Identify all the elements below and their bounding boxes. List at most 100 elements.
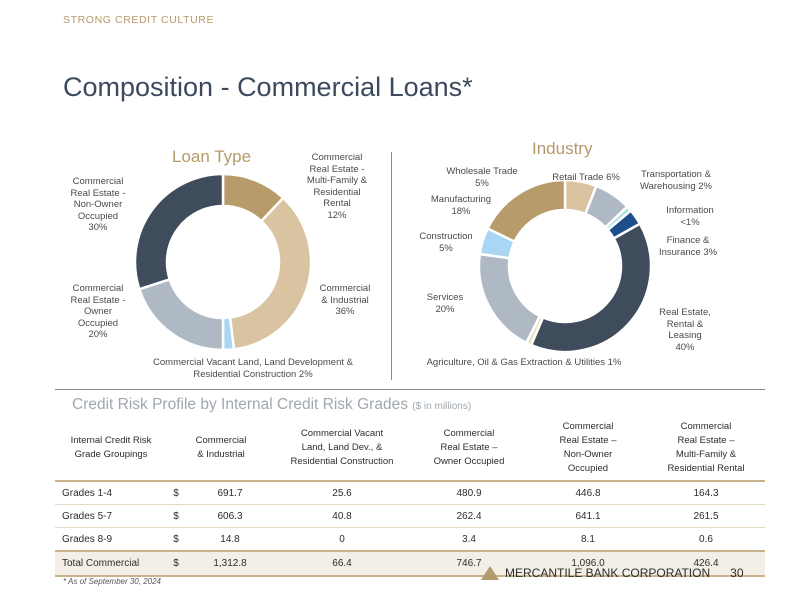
label-information: Information <1% [657, 205, 723, 228]
risk-profile-title: Credit Risk Profile by Internal Credit R… [72, 396, 471, 414]
text-line: Construction [419, 231, 473, 242]
table-cell: 1,312.8 [185, 550, 275, 577]
industry-title: Industry [532, 139, 593, 158]
table-cell: 1,096.0 [529, 550, 647, 577]
table-cell: 25.6 [275, 480, 409, 505]
chart-divider [391, 152, 392, 380]
text-line: Real Estate – [440, 442, 498, 453]
text-line: Rental & [666, 318, 704, 330]
table-cell: 40.8 [275, 504, 409, 528]
page-number: 30 [730, 566, 744, 580]
donut-slice-commercial-real-estate-owner-occupied [137, 277, 225, 352]
label-cre-owner: Commercial Real Estate - Owner Occupied 20% [67, 283, 129, 341]
brand-footer: MERCANTILE BANK CORPORATION 30 [481, 566, 744, 580]
text-line: Rental [323, 198, 351, 209]
section-divider [55, 389, 765, 390]
text-line: Insurance 3% [658, 246, 718, 258]
text-line: 5% [439, 242, 453, 254]
row-label: Grades 1-4 [55, 480, 167, 505]
text-line: Transportation & [641, 169, 711, 180]
table-cell: 66.4 [275, 550, 409, 577]
table-cell: 426.4 [647, 550, 765, 577]
text-line: Residential Construction 2% [193, 368, 313, 380]
text-line: Commercial [562, 421, 614, 432]
table-cell: 14.8 [185, 527, 275, 551]
footnote: * As of September 30, 2024 [63, 577, 161, 586]
label-vacant-land: Commercial Vacant Land, Land Development… [128, 357, 378, 380]
table-header-row: Internal Credit Risk Grade Groupings Comm… [55, 416, 765, 482]
label-wholesale-trade: Wholesale Trade 5% [438, 166, 526, 189]
page-title: Composition - Commercial Loans* [63, 72, 473, 102]
text-line: <1% [680, 216, 700, 228]
label-real-estate: Real Estate, Rental & Leasing 40% [652, 307, 718, 353]
table-cell: 0 [275, 527, 409, 551]
table-cell: 446.8 [529, 480, 647, 505]
label-cre-multifamily: Commercial Real Estate - Multi-Family & Res… [298, 152, 376, 221]
text-line: Commercial [195, 435, 247, 446]
currency-symbol: $ [167, 480, 185, 505]
text-line: Retail Trade 6% [552, 172, 620, 183]
industry-donut [477, 178, 653, 354]
text-line: Land, Land Dev., & [301, 442, 383, 453]
table-row: Grades 1-4 $691.7 25.6 480.9 446.8 164.3 [55, 480, 765, 505]
text-line: Commercial [319, 283, 371, 294]
text-line: Occupied [567, 463, 609, 474]
text-line: Occupied [77, 317, 119, 329]
table-cell: 262.4 [409, 504, 529, 528]
text-line: Multi-Family & [306, 175, 368, 186]
text-line: Commercial Vacant [300, 428, 384, 439]
text-line: & Industrial [197, 449, 245, 460]
table-cell: 164.3 [647, 480, 765, 505]
label-finance-insurance: Finance & Insurance 3% [652, 235, 724, 258]
row-label: Total Commercial [55, 550, 167, 577]
label-manufacturing: Manufacturing 18% [422, 194, 500, 217]
currency-symbol: $ [167, 504, 185, 528]
text-line: 5% [475, 177, 489, 189]
section-eyebrow: STRONG CREDIT CULTURE [63, 14, 215, 26]
text-line: Non-Owner [73, 199, 123, 210]
table-cell: 3.4 [409, 527, 529, 551]
text-line: & Industrial [321, 294, 369, 306]
text-line: Warehousing 2% [640, 180, 712, 192]
text-line: Real Estate - [70, 294, 126, 306]
risk-grade-table: Internal Credit Risk Grade Groupings Comm… [55, 416, 765, 577]
text-line: 20% [88, 329, 108, 340]
brand-logo-icon [481, 566, 499, 580]
table-row: Grades 8-9 $14.8 0 3.4 8.1 0.6 [55, 527, 765, 551]
text-line: Manufacturing [430, 194, 492, 205]
table-cell: 261.5 [647, 504, 765, 528]
table-total-row: Total Commercial $1,312.8 66.4 746.7 1,096.0… [55, 550, 765, 577]
currency-symbol: $ [167, 550, 185, 577]
text-line: Information [666, 205, 714, 216]
table-cell: 480.9 [409, 480, 529, 505]
text-line: Real Estate - [309, 163, 365, 175]
col-header-multifamily: Commercial Real Estate – Multi-Family & Res… [647, 416, 765, 482]
text-line: Commercial [311, 152, 363, 163]
col-header-non-owner: Commercial Real Estate – Non-Owner Occupied [529, 416, 647, 482]
donut-slice-services [477, 252, 542, 345]
text-line: Non-Owner [563, 449, 613, 460]
row-label: Grades 8-9 [55, 527, 167, 551]
col-header-owner: Commercial Real Estate – Owner Occupied [409, 416, 529, 482]
loan-type-title: Loan Type [172, 147, 252, 166]
table-cell: 641.1 [529, 504, 647, 528]
text-line: 20% [435, 303, 455, 315]
risk-title-units: ($ in millions) [412, 401, 472, 412]
text-line: 12% [327, 209, 347, 221]
text-line: Leasing [668, 330, 702, 341]
loan-type-donut [133, 172, 313, 352]
text-line: Residential Construction [290, 456, 394, 467]
text-line: Multi-Family & [675, 449, 737, 460]
text-line: Owner [84, 306, 112, 317]
text-line: Commercial Vacant Land, Land Development… [153, 357, 353, 368]
text-line: Real Estate – [559, 435, 617, 446]
table-cell: 606.3 [185, 504, 275, 528]
text-line: Real Estate – [677, 435, 735, 446]
text-line: Wholesale Trade [446, 166, 518, 177]
text-line: Internal Credit Risk [70, 435, 152, 446]
text-line: Agriculture, Oil & Gas Extraction & Util… [426, 357, 622, 368]
text-line: Real Estate - [70, 187, 126, 199]
donut-slice-manufacturing [485, 178, 567, 244]
text-line: Residential [313, 186, 361, 198]
table-cell: 8.1 [529, 527, 647, 551]
